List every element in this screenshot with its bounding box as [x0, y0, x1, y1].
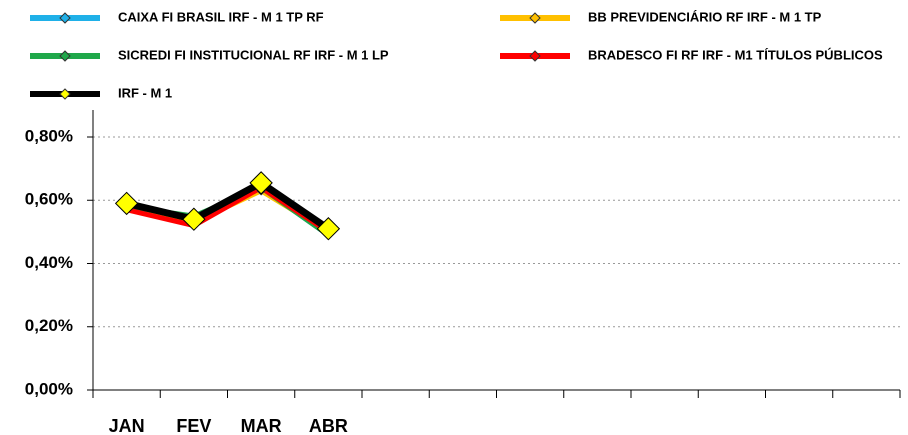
legend-marker: [59, 88, 71, 100]
x-tick-label: MAR: [241, 416, 282, 435]
legend-marker: [59, 50, 71, 62]
legend-marker: [529, 50, 541, 62]
x-tick-label: ABR: [309, 416, 348, 435]
legend-label: BB PREVIDENCIÁRIO RF IRF - M 1 TP: [588, 9, 822, 24]
legend-marker: [529, 12, 541, 24]
series-marker: [249, 171, 273, 195]
series-marker: [114, 191, 139, 216]
legend-marker: [59, 12, 71, 24]
y-tick-label: 0,20%: [25, 316, 73, 335]
x-tick-label: FEV: [176, 416, 211, 435]
series-marker: [316, 217, 341, 241]
series-line: [125, 179, 331, 232]
y-tick-label: 0,00%: [25, 379, 73, 398]
y-tick-label: 0,40%: [25, 253, 73, 272]
legend-label: BRADESCO FI RF IRF - M1 TÍTULOS PÚBLICOS: [588, 47, 883, 62]
legend-label: IRF - M 1: [118, 85, 172, 100]
y-tick-label: 0,80%: [25, 126, 73, 145]
y-tick-label: 0,60%: [25, 190, 73, 209]
series-marker: [182, 207, 206, 231]
legend-label: CAIXA FI BRASIL IRF - M 1 TP RF: [118, 9, 324, 24]
x-tick-label: JAN: [109, 416, 145, 435]
legend-label: SICREDI FI INSTITUCIONAL RF IRF - M 1 LP: [118, 47, 389, 62]
